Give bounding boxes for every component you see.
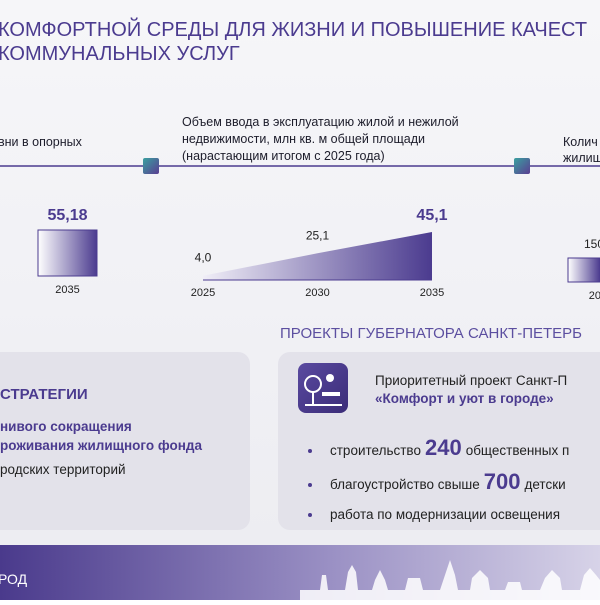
bullet-text: строительство 240 общественных п (330, 435, 569, 460)
timeline-marker (514, 158, 530, 174)
indicator-label: вни в опорных (0, 135, 83, 149)
bullet-suffix: детски (524, 477, 565, 492)
value-label: 150,5 (584, 237, 600, 251)
bullet-dot (308, 513, 312, 517)
project-name: «Комфорт и уют в городе» (375, 391, 554, 406)
indicator-label: Колич (563, 135, 598, 149)
bullet-prefix: строительство (330, 443, 421, 458)
x-tick-label: 2030 (305, 287, 329, 299)
bullet-number: 700 (484, 469, 521, 494)
value-label: 55,18 (47, 207, 87, 224)
bullet-number: 240 (425, 435, 462, 460)
title-line: КОММУНАЛЬНЫХ УСЛУГ (0, 43, 240, 65)
bullet-dot (308, 483, 312, 487)
bar (37, 229, 98, 277)
indicator-label: Объем ввода в эксплуатацию жилой и нежил… (182, 115, 459, 129)
skyline (300, 560, 600, 600)
section-heading: ПРОЕКТЫ ГУБЕРНАТОРА САНКТ-ПЕТЕРБ (280, 325, 582, 342)
project-icon (298, 363, 348, 413)
x-tick-label: 2035 (55, 284, 79, 296)
bullet-list: строительство 240 общественных п благоустро… (308, 435, 569, 522)
panel-heading: СТРАТЕГИИ (0, 386, 88, 403)
title-line: КОМФОРТНОЙ СРЕДЫ ДЛЯ ЖИЗНИ И ПОВЫШЕНИЕ К… (0, 17, 587, 41)
indicator-label: (нарастающим итогом с 2025 года) (182, 149, 385, 163)
strategy-panel (0, 352, 250, 530)
bar (567, 257, 600, 283)
bullet-dot (308, 449, 312, 453)
project-panel (278, 352, 600, 530)
bullet-suffix: общественных п (466, 443, 570, 458)
panel-line: нивого сокращения (0, 419, 132, 434)
x-tick-label: 2025 (191, 287, 215, 299)
area (203, 232, 432, 280)
panel-line: роживания жилищного фонда (0, 438, 202, 453)
value-label: 4,0 (195, 251, 212, 265)
bullet-prefix: благоустройство свыше (330, 477, 480, 492)
indicator-label: жилищ (563, 151, 600, 165)
x-tick-label: 2035 (420, 287, 444, 299)
bullet-prefix: работа по модернизации освещения (330, 507, 560, 522)
bullet-text: благоустройство свыше 700 детски (330, 469, 566, 494)
timeline-marker (143, 158, 159, 174)
bullet-text: работа по модернизации освещения (330, 507, 560, 522)
footer-text: РОД (0, 571, 28, 587)
project-name: Приоритетный проект Санкт-П (375, 373, 567, 388)
indicators: вни в опорных 55,18 2035 Объем ввода в эксп… (0, 115, 600, 302)
x-tick-label: 2025 (589, 290, 600, 302)
panel-line: родских территорий (0, 462, 126, 477)
indicator-label: недвижимости, млн кв. м общей площади (182, 132, 425, 146)
value-label: 45,1 (416, 207, 447, 224)
value-label: 25,1 (306, 228, 330, 242)
